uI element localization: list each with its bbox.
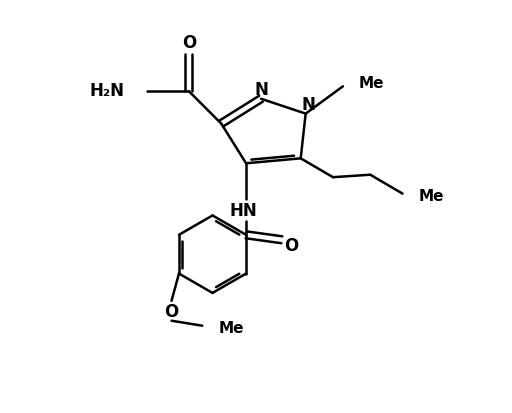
Text: Me: Me — [418, 189, 444, 204]
Text: Me: Me — [218, 320, 244, 336]
Text: H₂N: H₂N — [90, 82, 124, 100]
Text: N: N — [254, 81, 268, 99]
Text: HN: HN — [230, 202, 258, 221]
Text: O: O — [284, 237, 298, 255]
Text: O: O — [182, 34, 196, 52]
Text: O: O — [164, 303, 179, 321]
Text: Me: Me — [359, 76, 385, 91]
Text: N: N — [301, 96, 315, 114]
